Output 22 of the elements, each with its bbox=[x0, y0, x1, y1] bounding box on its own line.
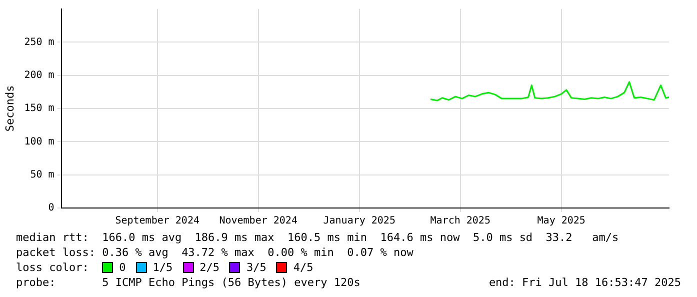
text: median rtt: 166.0 ms avg 186.9 ms max 160.5 ms min 164.6 ms now 5.0 ms sd 33.2 am/s bbox=[16, 230, 620, 245]
legend-label: 1/5 bbox=[152, 260, 173, 275]
legend-title: loss color: bbox=[16, 260, 90, 275]
y-tick-label: 100 m bbox=[24, 136, 54, 148]
x-tick-label: November 2024 bbox=[219, 216, 298, 227]
legend-label: 2/5 bbox=[200, 260, 220, 275]
x-tick-label: March 2025 bbox=[430, 216, 490, 227]
y-tick-label: 50 m bbox=[30, 169, 54, 180]
x-tick-label: January 2025 bbox=[323, 216, 396, 227]
x-tick-label: May 2025 bbox=[537, 216, 586, 227]
legend-label: 0 bbox=[119, 260, 126, 275]
text: packet loss: 0.36 % avg 43.72 % max 0.00 % min 0.07 % now bbox=[16, 245, 414, 260]
x-tick-label: September 2024 bbox=[115, 216, 200, 227]
text: end: Fri Jul 18 16:53:47 2025 bbox=[488, 275, 681, 290]
legend-label: 4/5 bbox=[293, 260, 314, 275]
y-axis-title: Seconds bbox=[3, 85, 16, 132]
y-tick-label: 250 m bbox=[24, 36, 54, 48]
y-tick-label: 0 bbox=[48, 202, 54, 214]
y-tick-label: 150 m bbox=[24, 103, 54, 114]
legend-label: 3/5 bbox=[246, 260, 266, 275]
y-tick-label: 200 m bbox=[24, 70, 54, 81]
text: probe: 5 ICMP Echo Pings (56 Bytes) every 120s bbox=[16, 275, 360, 290]
